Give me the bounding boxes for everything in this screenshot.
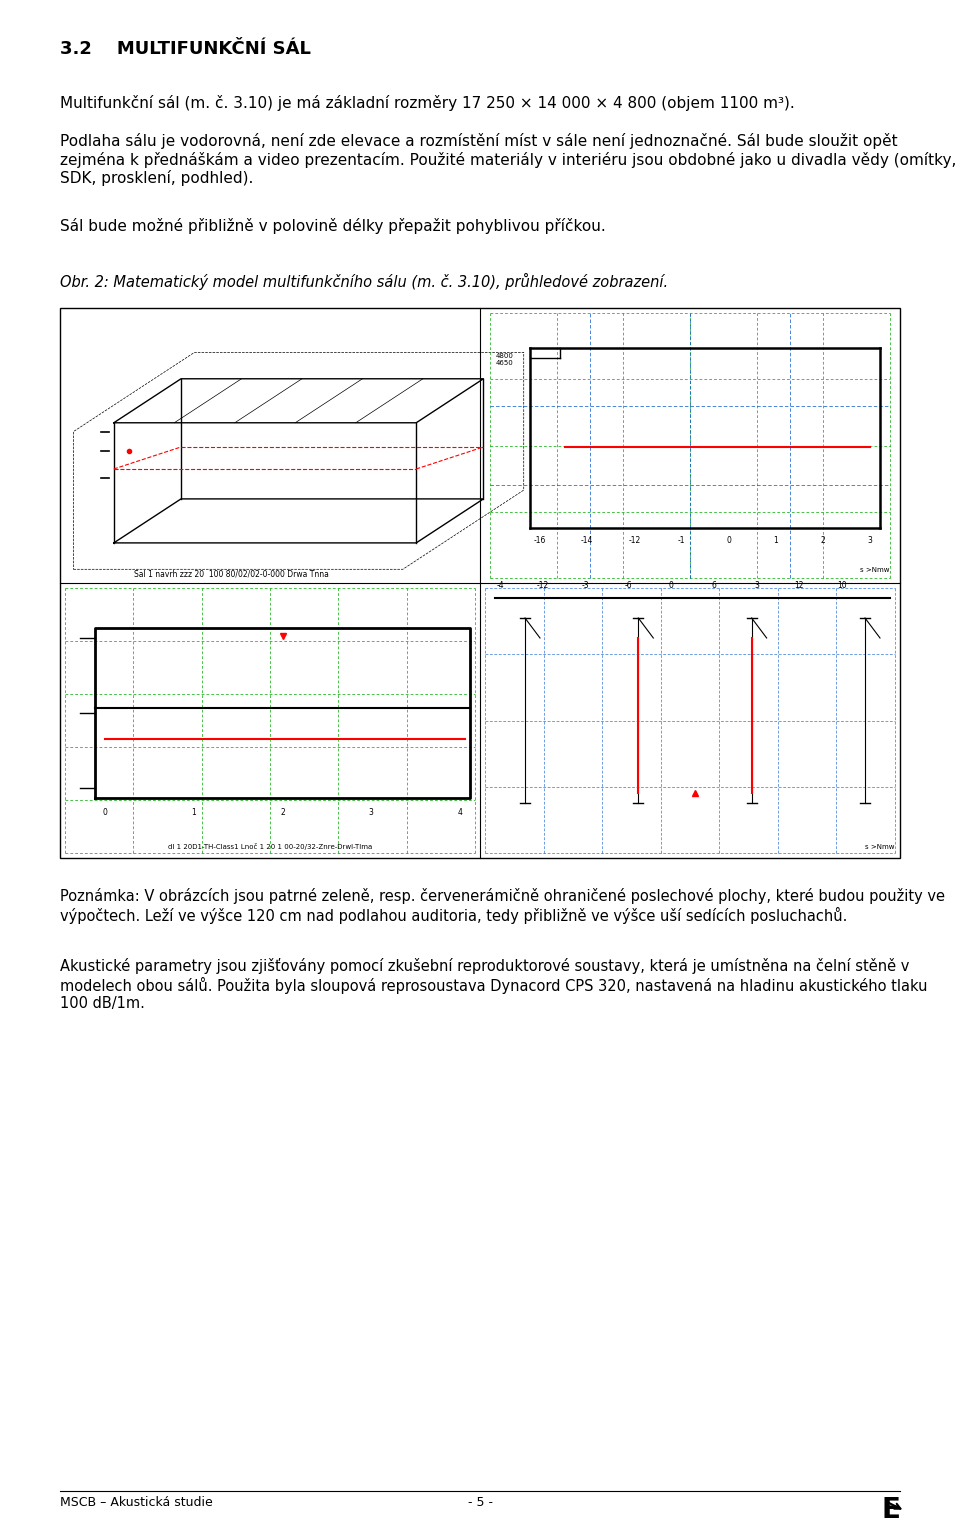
Text: -12: -12 [628,536,640,545]
Text: -1: -1 [678,536,685,545]
Text: Multifunkční sál (m. č. 3.10) je má základní rozměry 17 250 × 14 000 × 4 800 (ob: Multifunkční sál (m. č. 3.10) je má zákl… [60,96,795,111]
Text: 6: 6 [711,581,716,591]
Text: -14: -14 [581,536,593,545]
Text: Poznámka: V obrázcích jsou patrné zeleně, resp. červenerámičně ohraničené poslec: Poznámka: V obrázcích jsou patrné zeleně… [60,888,945,924]
Text: 3.2    MULTIFUNKČNÍ SÁL: 3.2 MULTIFUNKČNÍ SÁL [60,39,311,58]
Text: Obr. 2: Matematický model multifunkčního sálu (m. č. 3.10), průhledové zobrazení: Obr. 2: Matematický model multifunkčního… [60,273,668,290]
Bar [60,308,900,858]
Text: 0: 0 [103,808,108,817]
Text: Sal 1 navrh zzz 20  100 80/02/02-0-000 Drwa Tnna: Sal 1 navrh zzz 20 100 80/02/02-0-000 Dr… [134,569,329,578]
Text: 4800
4650: 4800 4650 [496,354,514,366]
Text: 0: 0 [669,581,674,591]
Text: - 5 -: - 5 - [468,1497,492,1509]
Text: dl 1 20D1-TH-Class1 Lnoč 1 20 1 00-20/32-Znre-Drwl-Tlma: dl 1 20D1-TH-Class1 Lnoč 1 20 1 00-20/32… [168,842,372,850]
Text: 3: 3 [755,581,759,591]
Text: E: E [881,1497,900,1518]
Text: -6: -6 [625,581,632,591]
Text: 2: 2 [280,808,285,817]
Text: 2: 2 [821,536,826,545]
Text: s >Nmw: s >Nmw [866,844,895,850]
Text: Podlaha sálu je vodorovná, není zde elevace a rozmístění míst v sále není jednoz: Podlaha sálu je vodorovná, není zde elev… [60,134,956,187]
Text: 12: 12 [795,581,804,591]
Text: -16: -16 [534,536,546,545]
Text: 10: 10 [837,581,847,591]
Text: MSCB – Akustická studie: MSCB – Akustická studie [60,1497,213,1509]
Text: -4: -4 [496,581,504,591]
Text: 1: 1 [774,536,779,545]
Text: Sál bude možné přibližně v polovině délky přepažit pohyblivou příčkou.: Sál bude možné přibližně v polovině délk… [60,219,606,234]
Text: 3: 3 [868,536,873,545]
Text: Akustické parametry jsou zjišťovány pomocí zkušební reproduktorové soustavy, kte: Akustické parametry jsou zjišťovány pomo… [60,958,927,1011]
Text: s >Nmw: s >Nmw [860,568,890,572]
Text: 0: 0 [726,536,731,545]
Text: 3: 3 [369,808,373,817]
Text: 1: 1 [191,808,196,817]
Text: -12: -12 [537,581,549,591]
Text: -3: -3 [582,581,589,591]
Text: 4: 4 [458,808,463,817]
